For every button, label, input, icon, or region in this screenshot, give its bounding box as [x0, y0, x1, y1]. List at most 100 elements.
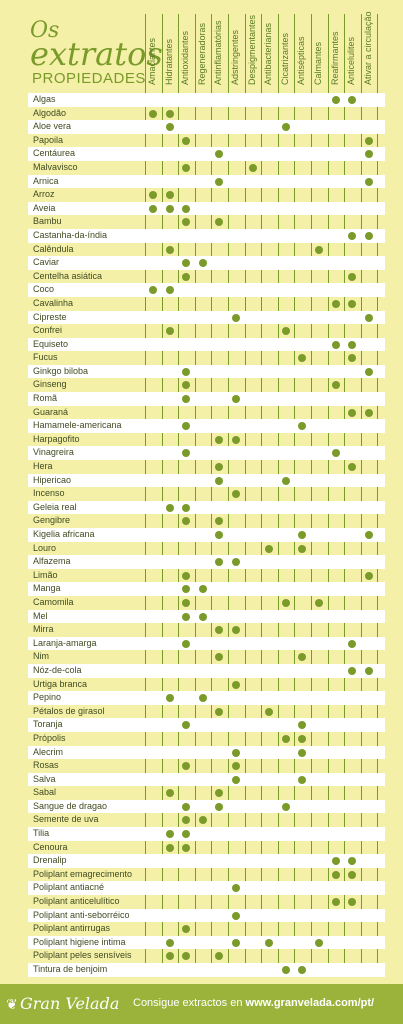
property-dot	[298, 775, 307, 784]
table-row: Incenso	[28, 487, 385, 501]
title-line1: Os	[30, 18, 60, 43]
row-label: Sangue de dragao	[33, 800, 108, 811]
property-dot	[281, 598, 290, 607]
row-label: Drenalip	[33, 855, 67, 866]
row-label: Semente de uva	[33, 814, 99, 825]
row-label: Limão	[33, 569, 58, 580]
row-label: Laranja-amarga	[33, 637, 97, 648]
row-label: Malvavisco	[33, 161, 78, 172]
property-dot	[364, 177, 373, 186]
property-dot	[198, 585, 207, 594]
property-dot	[182, 925, 191, 934]
row-label: Poliplant anti-seborréico	[33, 909, 130, 920]
property-dot	[215, 177, 224, 186]
property-dot	[149, 204, 157, 213]
row-label: Cenoura	[33, 841, 68, 852]
row-label: Castanha-da-índia	[33, 229, 108, 240]
footer-prefix: Consigue extractos en	[133, 997, 246, 1009]
table-row: Pepino	[28, 691, 385, 705]
row-label: Aloe vera	[33, 121, 72, 132]
property-dot	[182, 571, 191, 580]
column-header: Anticelulites	[346, 36, 357, 85]
table-row: Limão	[28, 569, 385, 583]
table-row: Bambu	[28, 215, 385, 229]
table-row: Cenoura	[28, 841, 385, 855]
property-dot	[298, 531, 307, 539]
column-headers: Amaciantes Hidratantes Antioxidantes Regene…	[0, 0, 403, 977]
column-header: Cicatrizantes	[279, 32, 290, 85]
row-label: Hipericao	[33, 474, 72, 485]
row-label: Cavalinha	[33, 297, 74, 308]
property-dot	[315, 598, 323, 607]
table-row: Aveia	[28, 201, 385, 216]
property-dot	[364, 408, 373, 417]
table-row: Kigelia africana	[28, 528, 385, 542]
property-dot	[182, 503, 191, 512]
row-label: Alecrim	[33, 746, 64, 757]
row-label: Sabal	[33, 787, 57, 798]
footer-link[interactable]: www.granvelada.com/pt/	[245, 997, 375, 1009]
property-dot	[182, 721, 191, 730]
column-divider	[145, 14, 146, 977]
property-dot	[198, 259, 207, 268]
property-dot	[215, 707, 224, 716]
property-dot	[248, 163, 257, 172]
property-dot	[331, 870, 340, 879]
property-dot	[165, 694, 174, 703]
row-label: Incenso	[33, 488, 65, 499]
property-dot	[232, 775, 240, 784]
property-dot	[198, 694, 207, 703]
row-label: Própolis	[33, 732, 66, 743]
property-dot	[331, 857, 340, 866]
property-dot	[315, 245, 323, 254]
property-dot	[182, 802, 191, 811]
property-dot	[149, 109, 157, 118]
property-dot	[298, 354, 307, 363]
property-dot	[331, 96, 340, 104]
property-dot	[182, 843, 191, 852]
row-label: Nóz-de-cola	[33, 664, 82, 675]
property-dot	[165, 830, 174, 839]
table-row: Centelha asiática	[28, 270, 385, 284]
table-row: Fucus	[28, 351, 385, 365]
column-divider	[161, 14, 163, 977]
properties-table: Algas Algodão Aloe vera Papoila Centáurea Mal…	[28, 93, 385, 977]
property-dot	[165, 204, 174, 213]
table-row: Poliplant emagrecimento	[28, 868, 385, 882]
row-label: Urtiga branca	[33, 678, 88, 689]
property-dot	[232, 748, 240, 757]
column-divider	[244, 14, 246, 977]
title-line2: extratos	[30, 35, 163, 73]
property-dot	[348, 408, 357, 417]
property-dot	[215, 653, 224, 662]
row-label: Toranja	[33, 719, 63, 730]
row-label: Calêndula	[33, 243, 74, 254]
property-dot	[215, 952, 224, 961]
property-dot	[232, 490, 240, 499]
property-dot	[182, 449, 191, 458]
property-dot	[232, 911, 240, 920]
title-subtitle: PROPIEDADES	[32, 70, 146, 87]
property-dot	[364, 231, 373, 240]
property-dot	[165, 109, 174, 118]
property-dot	[215, 626, 224, 635]
property-dot	[364, 571, 373, 580]
table-row: Centáurea	[28, 147, 385, 161]
table-row: Hera	[28, 460, 385, 474]
property-dot	[215, 435, 224, 444]
row-label: Camomila	[33, 596, 74, 607]
table-row: Mel	[28, 609, 385, 624]
table-row: Arnica	[28, 174, 385, 189]
property-dot	[348, 898, 357, 907]
row-label: Papoila	[33, 134, 64, 145]
row-label: Centáurea	[33, 148, 76, 159]
property-dot	[182, 585, 191, 594]
row-label: Romã	[33, 393, 58, 404]
property-dot	[298, 422, 307, 431]
property-dot	[149, 286, 157, 295]
property-dot	[149, 191, 157, 200]
row-label: Salva	[33, 773, 56, 784]
table-row: Arroz	[28, 188, 385, 202]
property-dot	[232, 626, 240, 635]
property-dot	[348, 340, 357, 349]
